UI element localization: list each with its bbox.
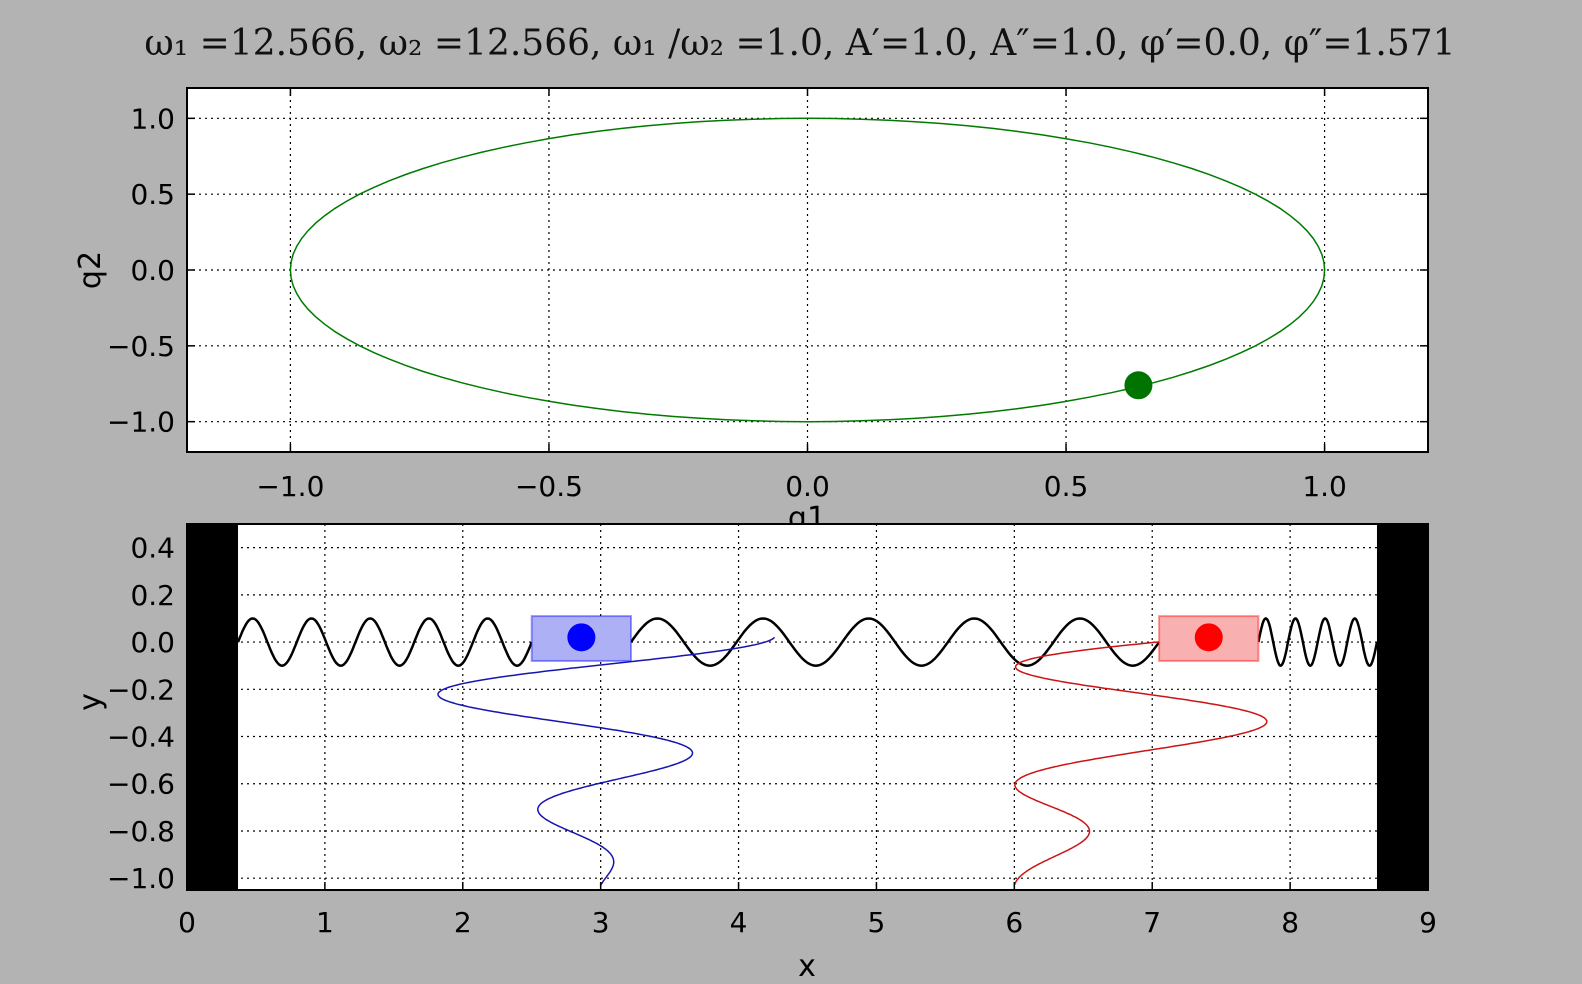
spring-x-ticks: 0 1 2 3 4 5 6 7 8 9 <box>178 882 1437 939</box>
spring-y-tick-label: −0.4 <box>107 721 175 754</box>
spring-coil <box>1257 617 1379 667</box>
phase-trajectory <box>289 117 1326 423</box>
phase-plot: −1.0 −0.5 0.0 0.5 1.0 1.00.50.0−0.5−1.0 q2 q… <box>73 87 1429 536</box>
phase-x-tick-label: −0.5 <box>515 470 583 503</box>
phase-y-axis-label: q2 <box>73 251 108 289</box>
masses <box>530 615 1260 662</box>
spring-coil <box>236 617 533 667</box>
spring-x-tick-label: 3 <box>592 906 610 939</box>
spring-x-tick-label: 8 <box>1281 906 1299 939</box>
spring-plot-frame <box>186 523 1429 891</box>
spring-x-tick-label: 9 <box>1419 906 1437 939</box>
phase-x-tick-label: 0.5 <box>1044 470 1089 503</box>
spring-x-tick-label: 5 <box>868 906 886 939</box>
spring-x-tick-label: 7 <box>1143 906 1161 939</box>
spring-y-tick-label: −1.0 <box>107 862 175 895</box>
phase-x-ticks: −1.0 −0.5 0.0 0.5 1.0 <box>256 88 1347 503</box>
position-trace <box>1013 636 1268 886</box>
left-wall <box>187 524 239 890</box>
spring-y-tick-label: 0.4 <box>130 532 175 565</box>
phase-x-tick-label: 1.0 <box>1302 470 1347 503</box>
springs <box>236 617 1379 667</box>
figure-title: ω₁ =12.566, ω₂ =12.566, ω₁ /ω₂ =1.0, A′=… <box>144 23 1455 64</box>
right-wall <box>1376 524 1428 890</box>
phase-x-tick-label: −1.0 <box>256 470 324 503</box>
phase-x-tick-label: 0.0 <box>785 470 830 503</box>
spring-plot-area <box>187 524 1428 890</box>
phase-y-tick-label: 0.5 <box>130 178 175 211</box>
phase-y-tick-label: −1.0 <box>107 406 175 439</box>
spring-y-tick-label: −0.6 <box>107 768 175 801</box>
spring-x-tick-label: 0 <box>178 906 196 939</box>
spring-y-tick-label: −0.8 <box>107 815 175 848</box>
spring-y-tick-label: 0.2 <box>130 579 175 612</box>
spring-y-axis-label: y <box>73 693 108 711</box>
spring-y-ticks: 0.4 0.2 0.0 −0.2 −0.4 −0.6 −0.8 −1.0 <box>107 532 195 895</box>
mass-dot <box>1194 623 1223 652</box>
mass-dot <box>567 623 596 652</box>
spring-coil <box>629 617 1161 667</box>
phase-y-tick-label: 1.0 <box>130 102 175 135</box>
spring-y-tick-label: −0.2 <box>107 673 175 706</box>
spring-x-tick-label: 4 <box>730 906 748 939</box>
spring-x-tick-label: 1 <box>316 906 334 939</box>
trace-lines <box>437 636 1268 886</box>
phase-y-ticks: 1.0 0.5 0.0 −0.5 −1.0 <box>107 102 1428 439</box>
spring-y-tick-label: 0.0 <box>130 626 175 659</box>
position-trace <box>437 636 776 886</box>
phase-y-tick-label: 0.0 <box>130 254 175 287</box>
spring-x-tick-label: 2 <box>454 906 472 939</box>
spring-x-tick-label: 6 <box>1005 906 1023 939</box>
phase-marker <box>1124 371 1153 400</box>
phase-y-tick-label: −0.5 <box>107 330 175 363</box>
spring-plot: 0 1 2 3 4 5 6 7 8 9 0.4 0.2 0.0 −0.2 −0.4 −0.6 −0.8 −1.0… <box>73 523 1437 984</box>
spring-x-axis-label: x <box>798 949 816 984</box>
